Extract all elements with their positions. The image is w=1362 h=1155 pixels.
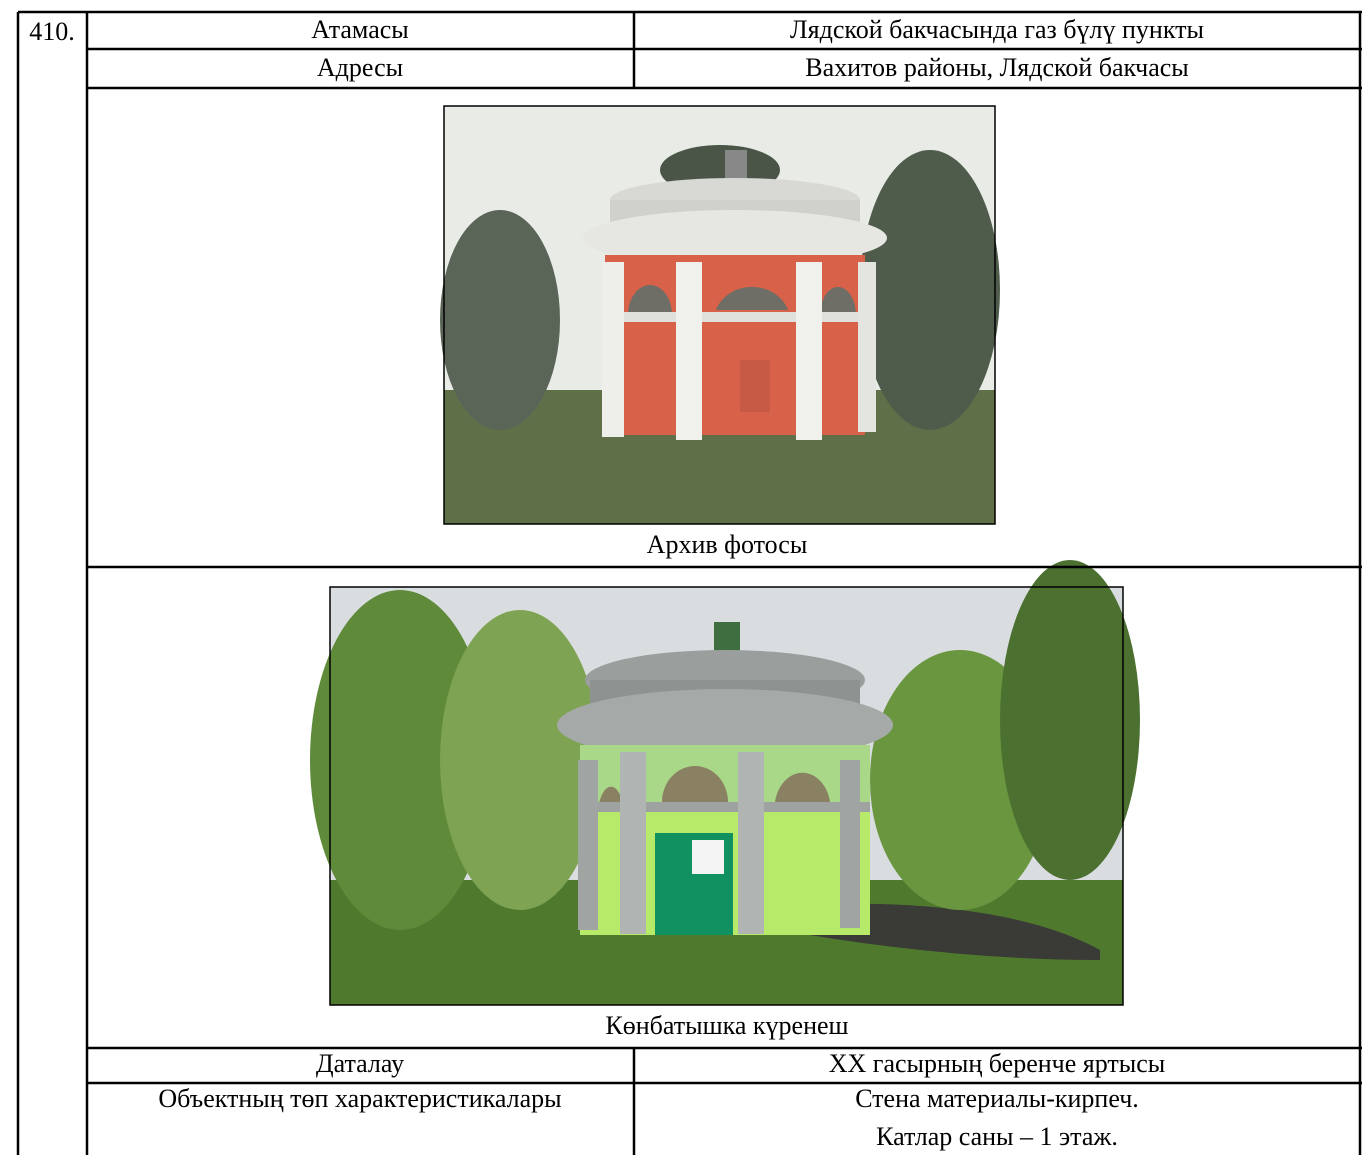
photo-shape <box>1000 560 1140 880</box>
field-label: Атамасы <box>311 15 409 44</box>
photo-shape <box>840 760 860 928</box>
photo-shape <box>740 360 770 412</box>
photo-caption: Көнбатышка күренеш <box>605 1011 848 1040</box>
field-label: Объектның төп характеристикалары <box>158 1084 561 1113</box>
photo-shape <box>738 752 764 934</box>
photo-shape <box>858 262 876 432</box>
photo-shape <box>605 312 865 322</box>
photo-shape <box>578 760 598 930</box>
photo-shape <box>557 689 893 761</box>
rule <box>443 105 996 525</box>
field-value: Катлар саны – 1 этаж. <box>876 1122 1118 1151</box>
photo-caption: Архив фотосы <box>647 530 808 559</box>
photo-shape <box>583 210 887 266</box>
photo-shape <box>580 802 870 812</box>
photo-shape <box>692 840 724 874</box>
field-label: Даталау <box>316 1049 404 1078</box>
photo-shape <box>628 285 856 315</box>
photo-shape <box>598 766 830 808</box>
field-value: Стена материалы-кирпеч. <box>855 1084 1139 1113</box>
archive-photo <box>440 106 1000 524</box>
field-value: Лядской бакчасында газ бүлү пункты <box>790 15 1204 44</box>
photo-shape <box>440 210 560 430</box>
photo-shape <box>310 590 490 930</box>
photo-shape <box>440 610 600 910</box>
field-value: Вахитов районы, Лядской бакчасы <box>805 53 1189 82</box>
field-value: XX гасырның беренче яртысы <box>829 1049 1166 1078</box>
rule <box>329 586 1124 1006</box>
current-photo <box>310 560 1140 1005</box>
photo-shape <box>796 262 822 440</box>
photo-shape <box>860 150 1000 430</box>
field-label: Адресы <box>317 53 403 82</box>
photo-shape <box>602 262 624 437</box>
photo-shape <box>620 752 646 934</box>
photo-shape <box>725 150 747 180</box>
photo-shape <box>605 255 865 435</box>
table-rules <box>16 10 1362 1155</box>
entry-number: 410. <box>29 17 75 46</box>
photo-shape <box>714 622 740 654</box>
photo-shape <box>676 262 702 440</box>
